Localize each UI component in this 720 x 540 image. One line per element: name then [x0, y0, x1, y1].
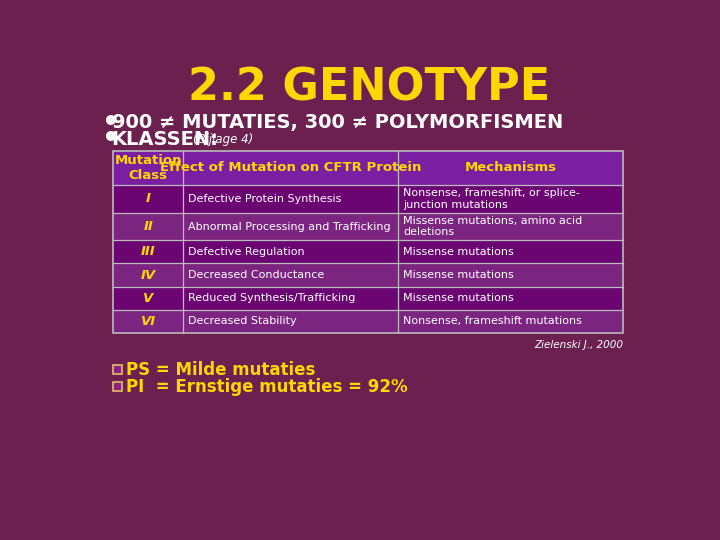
Text: PS = Milde mutaties: PS = Milde mutaties — [127, 361, 316, 379]
Bar — [113, 151, 624, 333]
Bar — [113, 309, 624, 333]
Text: Nonsense, frameshift, or splice-
junction mutations: Nonsense, frameshift, or splice- junctio… — [403, 188, 580, 210]
Bar — [113, 151, 624, 185]
Text: PI  = Ernstige mutaties = 92%: PI = Ernstige mutaties = 92% — [127, 377, 408, 396]
Text: (Bijlage 4): (Bijlage 4) — [193, 133, 253, 146]
Text: Missense mutations: Missense mutations — [403, 247, 514, 257]
Text: Abnormal Processing and Trafficking: Abnormal Processing and Trafficking — [188, 221, 390, 232]
Text: •: • — [102, 125, 120, 153]
Text: Nonsense, frameshift mutations: Nonsense, frameshift mutations — [403, 316, 582, 326]
Bar — [113, 287, 624, 309]
Bar — [113, 213, 624, 240]
Text: Mechanisms: Mechanisms — [465, 161, 557, 174]
Bar — [113, 366, 122, 374]
Text: I: I — [145, 192, 150, 205]
Bar — [113, 240, 624, 264]
Bar — [113, 185, 624, 213]
Text: KLASSEN:: KLASSEN: — [112, 130, 219, 149]
Text: Missense mutations: Missense mutations — [403, 270, 514, 280]
Text: VI: VI — [140, 315, 156, 328]
Text: Defective Protein Synthesis: Defective Protein Synthesis — [188, 194, 341, 204]
Text: Missense mutations, amino acid
deletions: Missense mutations, amino acid deletions — [403, 215, 582, 237]
Text: II: II — [143, 220, 153, 233]
Text: Effect of Mutation on CFTR Protein: Effect of Mutation on CFTR Protein — [160, 161, 421, 174]
Text: 2.2 GENOTYPE: 2.2 GENOTYPE — [188, 66, 550, 110]
Text: Zielenski J., 2000: Zielenski J., 2000 — [534, 340, 624, 350]
Text: Defective Regulation: Defective Regulation — [188, 247, 305, 257]
Text: Reduced Synthesis/Trafficking: Reduced Synthesis/Trafficking — [188, 293, 355, 303]
Text: III: III — [141, 245, 156, 259]
Text: Decreased Stability: Decreased Stability — [188, 316, 296, 326]
Text: Decreased Conductance: Decreased Conductance — [188, 270, 324, 280]
Text: Missense mutations: Missense mutations — [403, 293, 514, 303]
Text: V: V — [143, 292, 153, 305]
Text: Mutation
Class: Mutation Class — [114, 154, 182, 182]
Bar — [113, 264, 624, 287]
Text: IV: IV — [140, 268, 156, 281]
Text: •: • — [102, 109, 120, 137]
Text: 900 ≠ MUTATIES, 300 ≠ POLYMORFISMEN: 900 ≠ MUTATIES, 300 ≠ POLYMORFISMEN — [112, 113, 563, 132]
Bar — [113, 382, 122, 391]
